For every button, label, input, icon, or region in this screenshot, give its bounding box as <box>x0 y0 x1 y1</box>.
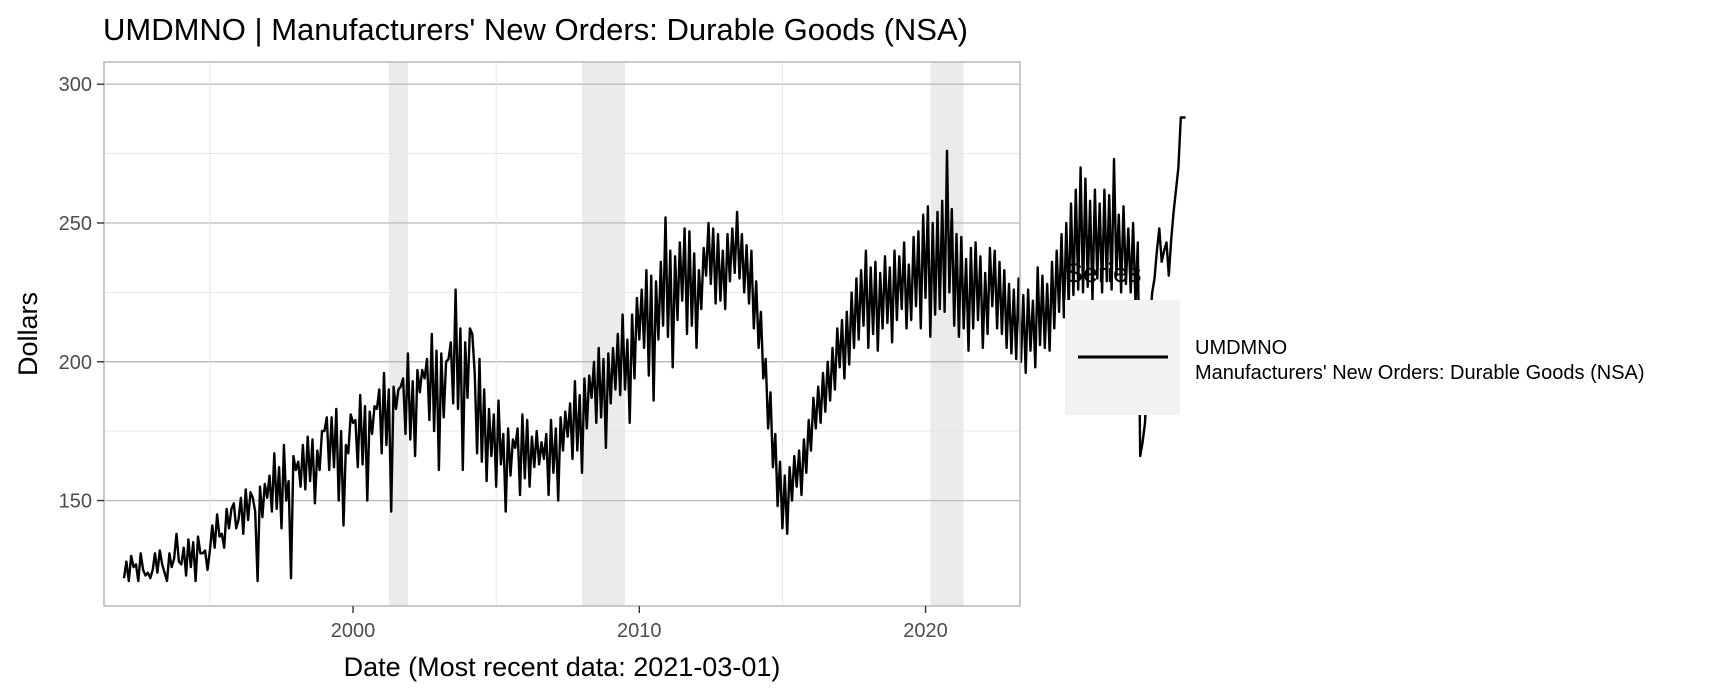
x-tick-label-2010: 2010 <box>617 620 662 642</box>
recession-band-1 <box>388 62 408 606</box>
y-tick-label-150: 150 <box>59 491 92 513</box>
series-layer <box>122 116 1186 583</box>
y-axis: 150 200 250 300 <box>59 74 104 513</box>
legend-label-code: UMDMNO <box>1195 337 1287 359</box>
y-tick-label-200: 200 <box>59 352 92 374</box>
y-tick-label-300: 300 <box>59 74 92 96</box>
legend-label-description: Manufacturers' New Orders: Durable Goods… <box>1195 362 1645 384</box>
x-axis-title: Date (Most recent data: 2021-03-01) <box>344 652 781 682</box>
x-tick-label-2020: 2020 <box>903 620 948 642</box>
y-tick-label-250: 250 <box>59 213 92 235</box>
series-line-1 <box>122 116 1186 583</box>
chart-title: UMDMNO | Manufacturers' New Orders: Dura… <box>103 12 968 47</box>
plot-area <box>103 61 1186 607</box>
x-axis: 2000 2010 2020 <box>331 606 948 642</box>
legend: Series UMDMNO Manufacturers' New Orders:… <box>1065 258 1645 415</box>
plot-panel <box>104 62 1020 606</box>
plot-border <box>103 61 1021 607</box>
x-tick-label-2000: 2000 <box>331 620 376 642</box>
y-axis-title: Dollars <box>13 292 43 376</box>
legend-title: Series <box>1065 258 1142 288</box>
